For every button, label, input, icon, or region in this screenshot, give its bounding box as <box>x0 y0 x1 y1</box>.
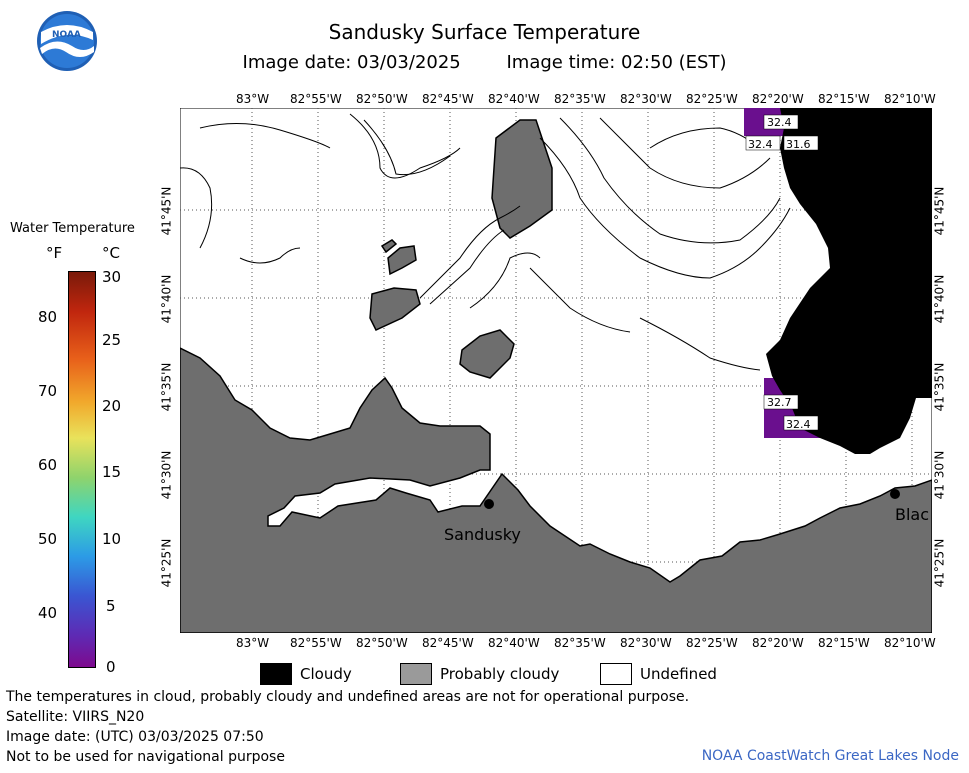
temp-label: 32.4 <box>748 138 773 151</box>
f-tick: 50 <box>38 530 58 548</box>
city-marker-blac <box>890 489 900 499</box>
lon-label: 82°20'W <box>752 636 804 650</box>
footer-utc-date: Image date: (UTC) 03/03/2025 07:50 <box>6 729 264 745</box>
c-tick: 25 <box>102 331 122 349</box>
lat-label: 41°40'N <box>932 274 947 324</box>
lon-label: 82°40'W <box>488 92 540 106</box>
lon-label: 82°55'W <box>290 636 342 650</box>
c-tick: 0 <box>106 658 116 676</box>
f-tick: 80 <box>38 308 58 326</box>
legend-label-probably-cloudy: Probably cloudy <box>440 665 560 683</box>
c-tick: 20 <box>102 397 122 415</box>
lon-label: 82°50'W <box>356 92 408 106</box>
lon-label: 82°10'W <box>884 92 936 106</box>
lat-label: 41°45'N <box>159 186 174 236</box>
f-tick: 40 <box>38 604 58 622</box>
lon-label: 83°W <box>236 92 270 106</box>
lon-label: 82°20'W <box>752 92 804 106</box>
lon-label: 82°15'W <box>818 92 870 106</box>
city-label-sandusky: Sandusky <box>444 525 521 544</box>
lon-label: 82°35'W <box>554 636 606 650</box>
c-tick: 30 <box>102 268 122 286</box>
lon-label: 82°45'W <box>422 92 474 106</box>
legend-label-cloudy: Cloudy <box>300 665 352 683</box>
footer-credit: NOAA CoastWatch Great Lakes Node <box>701 748 959 764</box>
noaa-logo: NOAA <box>36 10 98 72</box>
lat-label: 41°35'N <box>159 362 174 412</box>
city-label-blac: Blac <box>895 505 929 524</box>
legend-swatch-probably-cloudy <box>400 663 432 685</box>
lat-label: 41°35'N <box>932 362 947 412</box>
legend-label-undefined: Undefined <box>640 665 717 683</box>
lon-label: 83°W <box>236 636 270 650</box>
image-time: Image time: 02:50 (EST) <box>506 52 727 73</box>
lon-label: 82°30'W <box>620 92 672 106</box>
legend-swatch-cloudy <box>260 663 292 685</box>
c-tick: 15 <box>102 463 122 481</box>
lat-label: 41°30'N <box>932 450 947 500</box>
cloud-mass <box>766 108 932 454</box>
temp-label: 32.4 <box>767 116 792 129</box>
footer-disclaimer: The temperatures in cloud, probably clou… <box>6 689 690 705</box>
map-title: Sandusky Surface Temperature <box>328 20 641 44</box>
legend-probably-cloudy: Probably cloudy <box>400 663 559 685</box>
lon-label: 82°10'W <box>884 636 936 650</box>
footer-navigation: Not to be used for navigational purpose <box>6 749 285 765</box>
image-date: Image date: 03/03/2025 <box>242 52 461 73</box>
lat-label: 41°40'N <box>159 274 174 324</box>
lat-label: 41°25'N <box>159 538 174 588</box>
lat-label: 41°25'N <box>932 538 947 588</box>
map-area: 32.4 32.4 31.6 32.7 32.4 Sandusky Blac <box>180 108 932 633</box>
lon-label: 82°25'W <box>686 636 738 650</box>
city-marker-sandusky <box>484 499 494 509</box>
legend-undefined: Undefined <box>600 663 717 685</box>
lon-label: 82°40'W <box>488 636 540 650</box>
lon-label: 82°35'W <box>554 92 606 106</box>
c-tick: 5 <box>106 597 116 615</box>
unit-celsius: °C <box>102 244 120 262</box>
lon-label: 82°50'W <box>356 636 408 650</box>
temp-label: 32.7 <box>767 396 792 409</box>
temp-label: 31.6 <box>786 138 811 151</box>
temp-label: 32.4 <box>786 418 811 431</box>
noaa-logo-text: NOAA <box>52 30 81 40</box>
c-tick: 10 <box>102 530 122 548</box>
image-date-time: Image date: 03/03/2025 Image time: 02:50… <box>0 52 969 73</box>
unit-fahrenheit: °F <box>46 244 63 262</box>
lon-label: 82°15'W <box>818 636 870 650</box>
lon-label: 82°45'W <box>422 636 474 650</box>
land-south-shore <box>180 347 932 633</box>
lon-label: 82°55'W <box>290 92 342 106</box>
colorbar <box>68 271 96 668</box>
lon-label: 82°25'W <box>686 92 738 106</box>
probably-cloudy-patches <box>369 119 553 379</box>
f-tick: 70 <box>38 382 58 400</box>
colorbar-title: Water Temperature <box>10 221 135 236</box>
footer-satellite: Satellite: VIIRS_N20 <box>6 709 145 725</box>
f-tick: 60 <box>38 456 58 474</box>
temperature-labels: 32.4 32.4 31.6 32.7 32.4 <box>745 114 819 431</box>
lon-label: 82°30'W <box>620 636 672 650</box>
legend-cloudy: Cloudy <box>260 663 352 685</box>
lat-label: 41°45'N <box>932 186 947 236</box>
lat-label: 41°30'N <box>159 450 174 500</box>
legend-swatch-undefined <box>600 663 632 685</box>
